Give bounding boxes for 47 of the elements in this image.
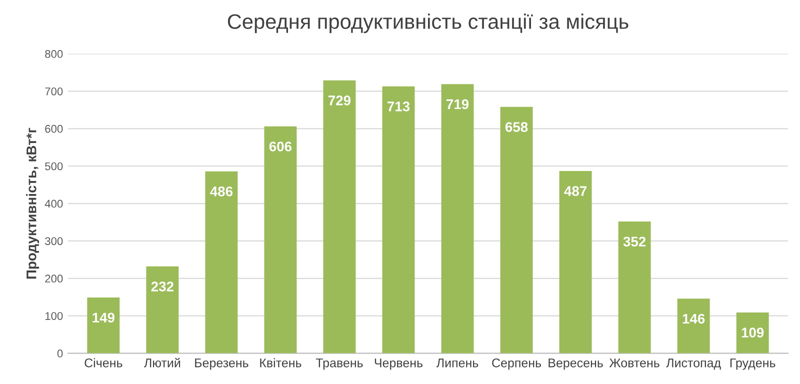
x-tick-label: Липень — [436, 358, 478, 368]
x-tick-label: Листопад — [666, 358, 721, 370]
bar — [264, 126, 297, 354]
x-tick-label: Грудень — [730, 358, 776, 370]
y-axis-title: Продуктивність, кВт*г — [26, 128, 40, 279]
y-tick-label: 200 — [45, 274, 63, 283]
bar — [382, 86, 415, 354]
y-tick-label: 400 — [44, 200, 63, 208]
y-tick-label: 0 — [57, 350, 63, 358]
bar — [618, 221, 651, 354]
x-tick-label: Вересень — [548, 358, 603, 370]
bar — [205, 171, 238, 354]
bar — [87, 297, 120, 354]
bar — [441, 84, 474, 354]
y-tick-label: 700 — [45, 87, 63, 96]
bar — [323, 80, 356, 354]
chart-title: Середня продуктивність станції за місяць — [228, 14, 628, 34]
data-label: 149 — [92, 312, 114, 323]
data-label: 729 — [328, 96, 351, 106]
data-label: 146 — [682, 314, 705, 324]
data-label: 658 — [505, 122, 528, 132]
x-tick-label: Серпень — [492, 358, 542, 370]
data-label: 713 — [388, 102, 410, 112]
x-tick-label: Березень — [195, 358, 248, 370]
y-tick-label: 600 — [45, 124, 63, 133]
x-tick-label: Січень — [84, 358, 122, 368]
x-tick-label: Червень — [374, 358, 423, 370]
x-tick-label: Квітень — [260, 358, 302, 368]
data-label: 232 — [151, 282, 174, 292]
data-label: 487 — [564, 186, 587, 196]
x-tick-label: Лютий — [144, 358, 180, 368]
y-tick-label: 500 — [45, 162, 63, 170]
y-tick-label: 800 — [45, 50, 63, 58]
data-label: 352 — [623, 236, 646, 247]
data-label: 486 — [210, 186, 233, 196]
bar — [559, 170, 592, 354]
bar — [146, 266, 179, 354]
y-tick-label: 300 — [45, 237, 63, 246]
x-tick-label: Травень — [316, 358, 363, 370]
data-label: 606 — [269, 142, 292, 152]
data-label: 109 — [742, 328, 764, 338]
x-tick-label: Жовтень — [609, 358, 660, 368]
bar — [500, 106, 533, 354]
bar — [677, 298, 710, 354]
bar — [736, 312, 769, 354]
y-tick-label: 100 — [45, 312, 63, 320]
data-label: 719 — [446, 99, 469, 110]
